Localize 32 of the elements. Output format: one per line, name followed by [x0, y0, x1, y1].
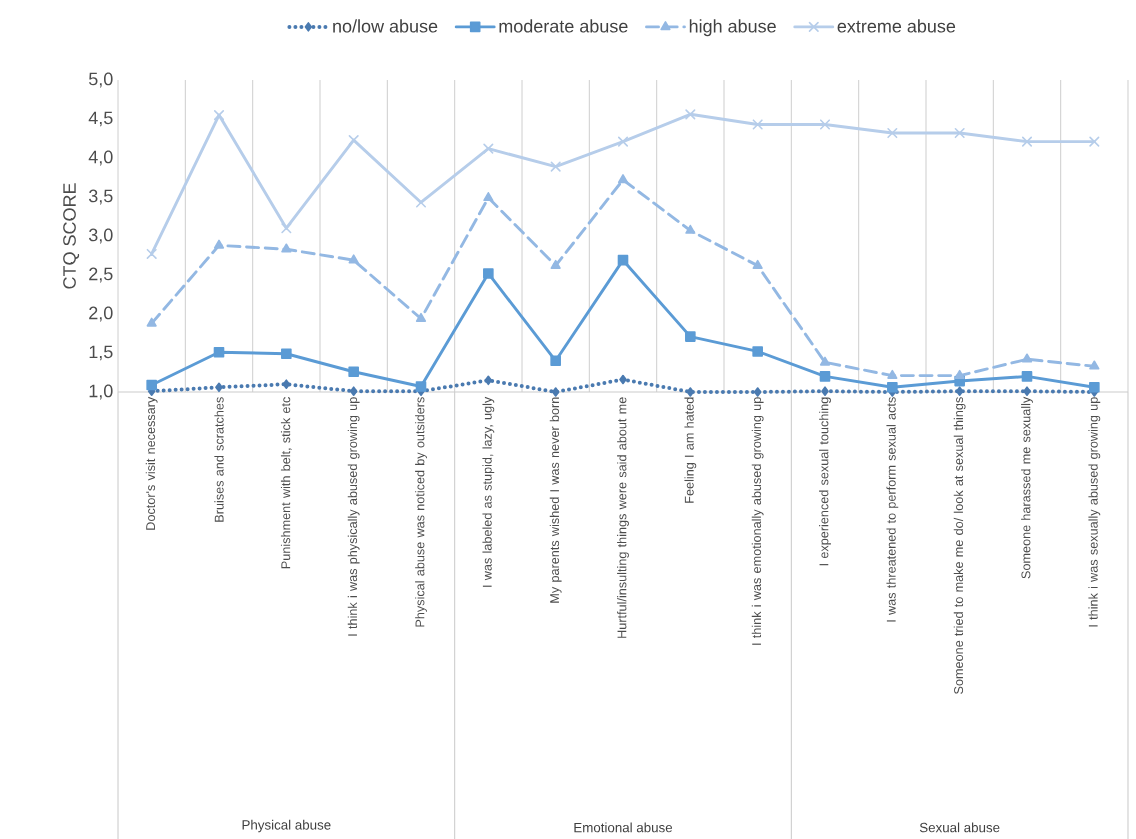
x-tick-label: Doctor's visit necessary: [145, 396, 158, 530]
y-axis-title: CTQ SCORE: [63, 183, 80, 289]
x-tick-label: I experienced sexual touching: [819, 397, 831, 566]
y-tick-label: 4,5: [88, 111, 113, 127]
legend-label: no/low abuse: [333, 19, 438, 33]
x-tick-label: I think i was emotionally abused growing up: [751, 397, 764, 645]
y-tick-label: 4,0: [88, 150, 113, 166]
text: Sexual abuse: [919, 822, 1000, 833]
y-tick-label: 1,0: [89, 384, 113, 400]
x-tick-label: Physical abuse was noticed by outsiders: [415, 397, 427, 627]
legend-label: high abuse: [689, 19, 776, 37]
x-tick-label: Punishment with belt, stick etc: [280, 397, 292, 569]
x-tick-label: Feeling I am hated: [684, 397, 697, 503]
y-tick-label: 3,5: [88, 189, 113, 205]
x-tick-label: Bruises and scratches: [214, 397, 224, 522]
x-tick-label: Hurtful/insulting things were said about me: [617, 397, 629, 638]
x-tick-label: I was labeled as stupid, lazy, ugly: [482, 396, 495, 587]
y-tick-label: 3,0: [88, 228, 113, 244]
y-tick-label: 2,5: [89, 267, 113, 283]
text: Physical abuse: [242, 819, 331, 833]
x-tick-label: I think i was sexually abused growing up: [1088, 397, 1101, 627]
x-tick-label: I think i was physically abused growing up: [347, 397, 360, 636]
y-tick-label: 5,0: [88, 72, 113, 88]
legend-label: extreme abuse: [837, 19, 956, 33]
legend-label: moderate abuse: [499, 19, 628, 33]
x-tick-label: I was threatened to perform sexual acts: [886, 397, 899, 622]
x-tick-label: Someone tried to make me do/ look at sexual things: [953, 397, 966, 694]
y-tick-label: 2,0: [89, 306, 113, 322]
text: Emotional abuse: [574, 822, 673, 833]
y-tick-label: 1,5: [89, 345, 113, 361]
x-tick-label: Someone harassed me sexually: [1021, 396, 1033, 579]
x-tick-label: My parents wished I was never born: [549, 397, 562, 603]
